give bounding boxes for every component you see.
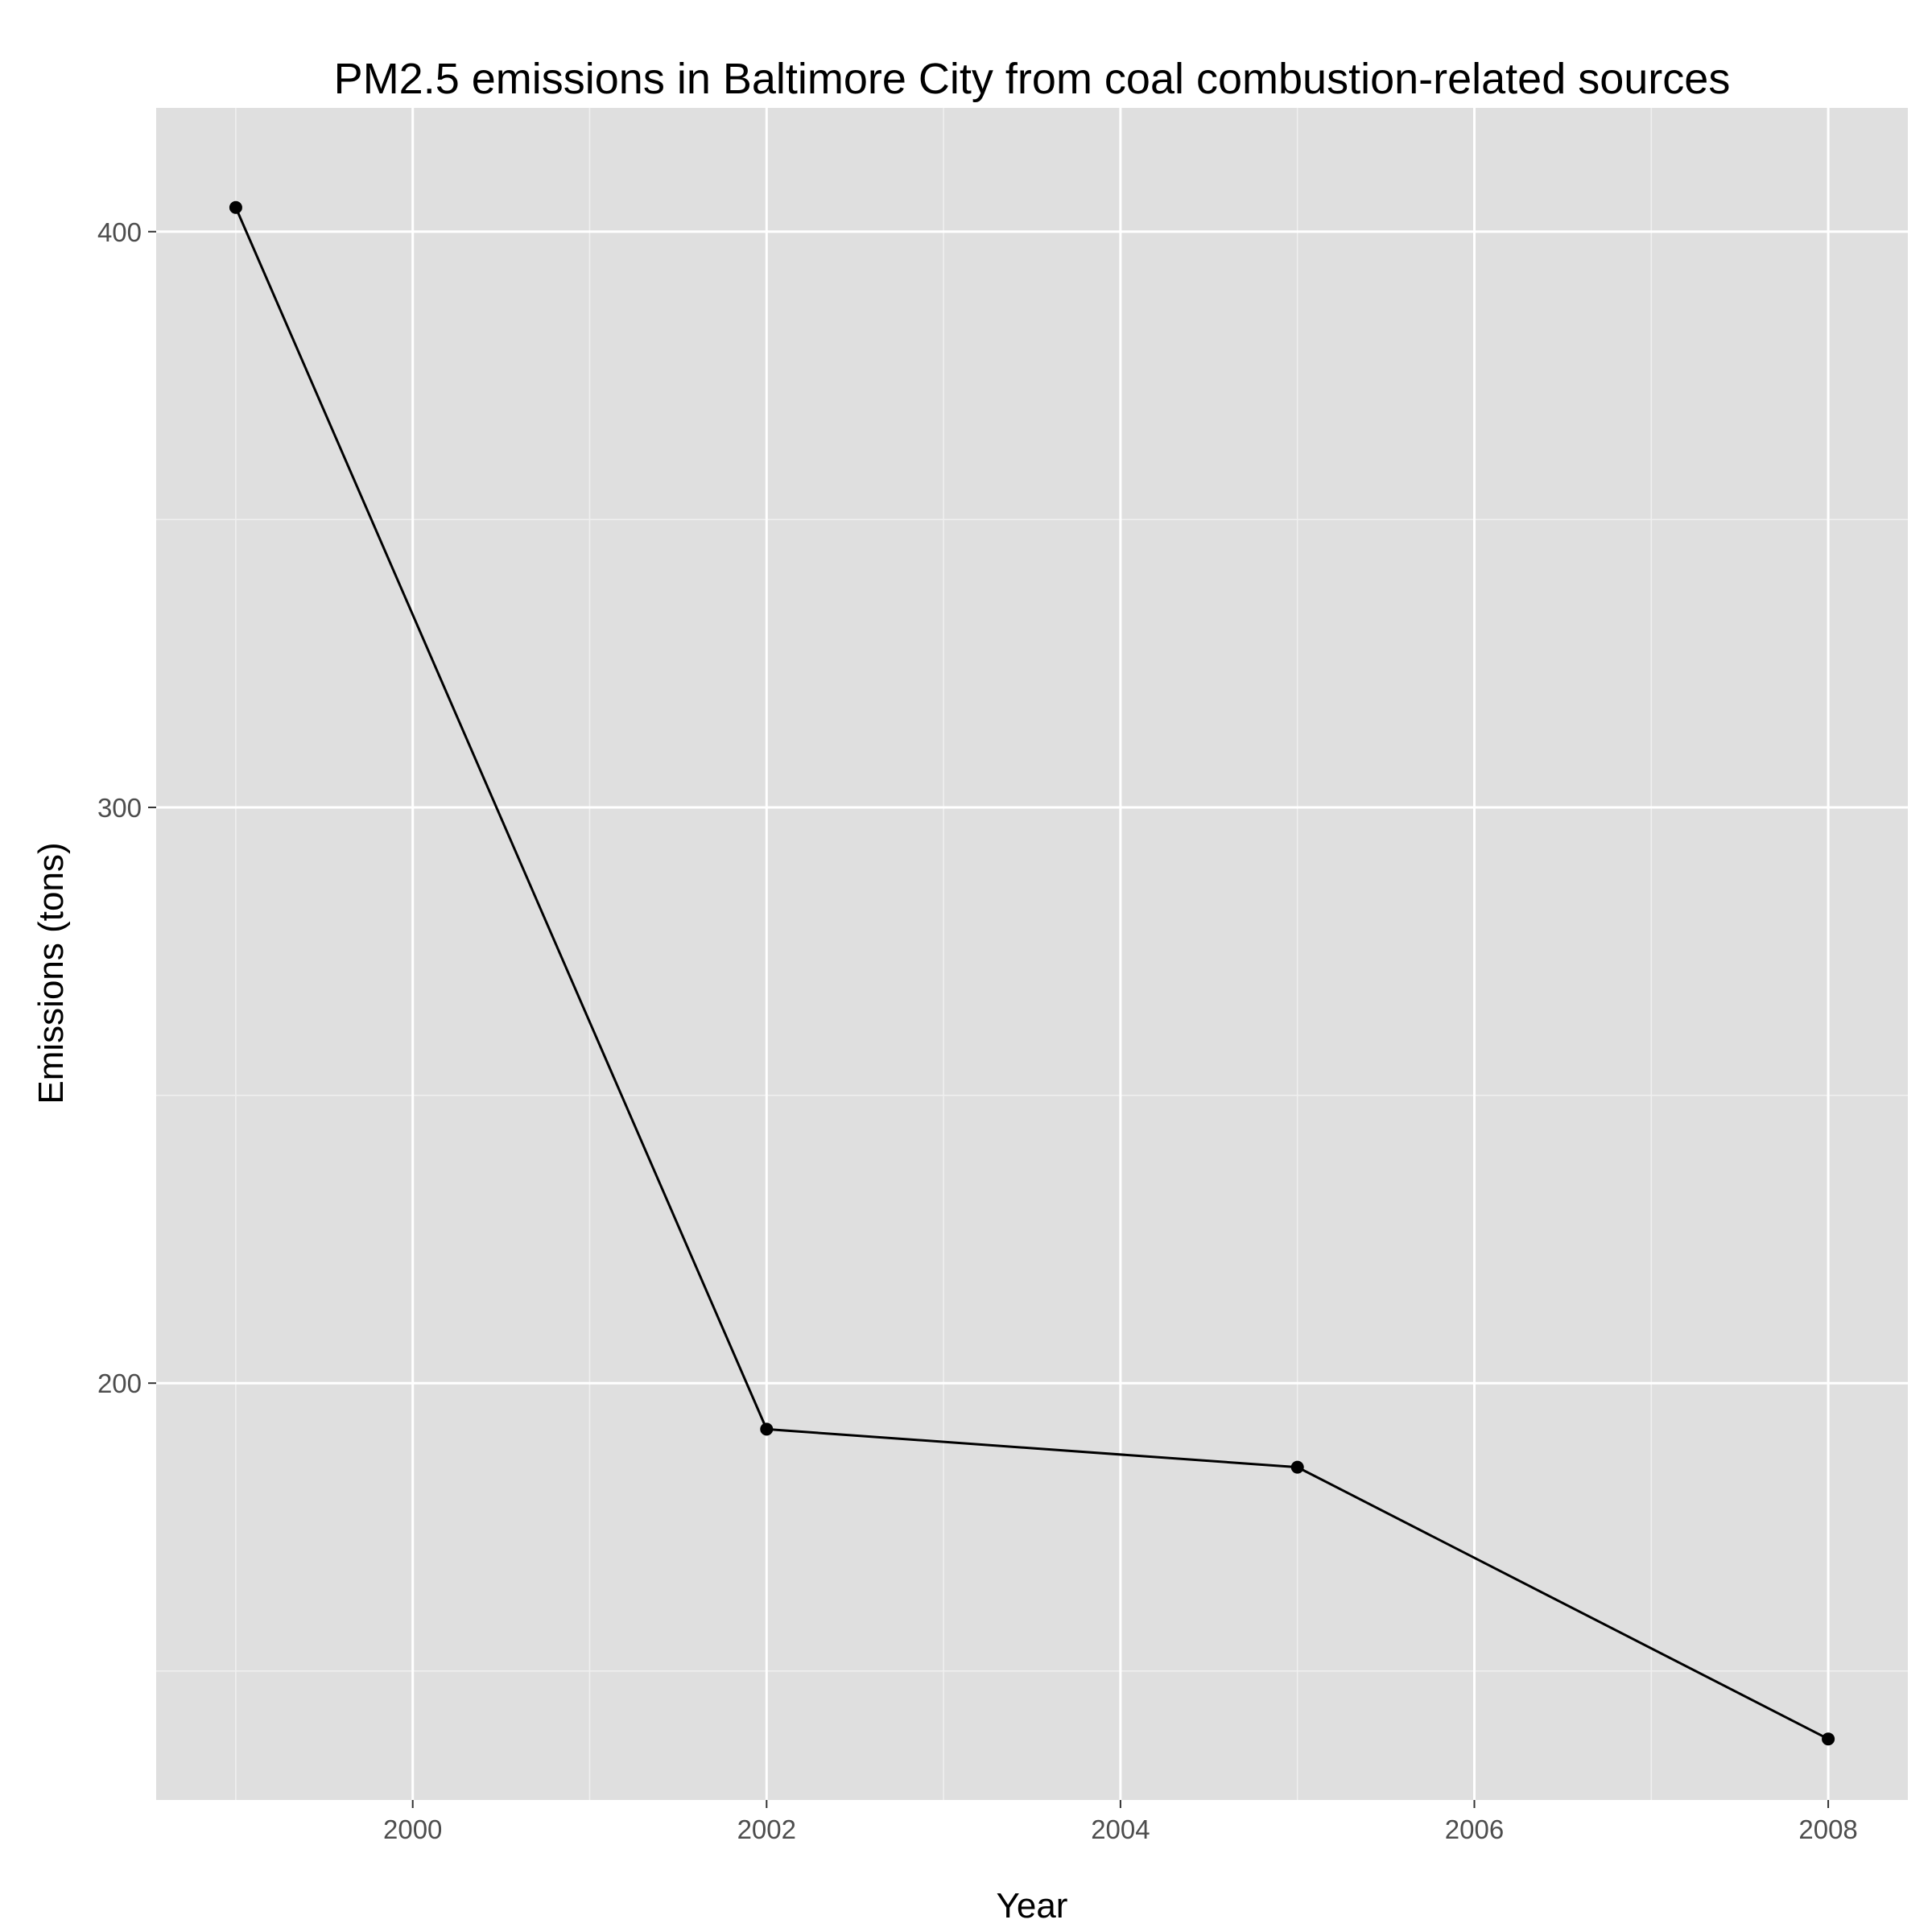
chart-title: PM2.5 emissions in Baltimore City from c… bbox=[334, 55, 1731, 103]
y-tick-label: 200 bbox=[97, 1368, 142, 1398]
data-point bbox=[1822, 1732, 1835, 1746]
x-tick-label: 2002 bbox=[737, 1814, 796, 1844]
x-tick-label: 2004 bbox=[1091, 1814, 1150, 1844]
x-tick-label: 2006 bbox=[1445, 1814, 1504, 1844]
axis-ticks bbox=[148, 230, 1830, 1808]
plot-panel bbox=[156, 108, 1908, 1800]
y-tick-label: 300 bbox=[97, 793, 142, 823]
series-layer bbox=[229, 200, 1835, 1746]
minor-gridlines bbox=[156, 108, 1908, 1800]
series-line bbox=[234, 207, 1829, 1740]
x-tick-label: 2000 bbox=[383, 1814, 442, 1844]
y-tick-label: 400 bbox=[97, 217, 142, 247]
data-point bbox=[760, 1422, 774, 1436]
x-tick-label: 2008 bbox=[1798, 1814, 1857, 1844]
data-point bbox=[229, 200, 242, 214]
major-gridlines bbox=[156, 108, 1908, 1800]
data-point bbox=[1290, 1460, 1304, 1474]
y-axis-title: Emissions (tons) bbox=[31, 842, 71, 1104]
tick-labels: 2000 2002 2004 2006 2008 200 300 400 bbox=[97, 217, 1858, 1844]
x-axis-title: Year bbox=[997, 1886, 1068, 1926]
